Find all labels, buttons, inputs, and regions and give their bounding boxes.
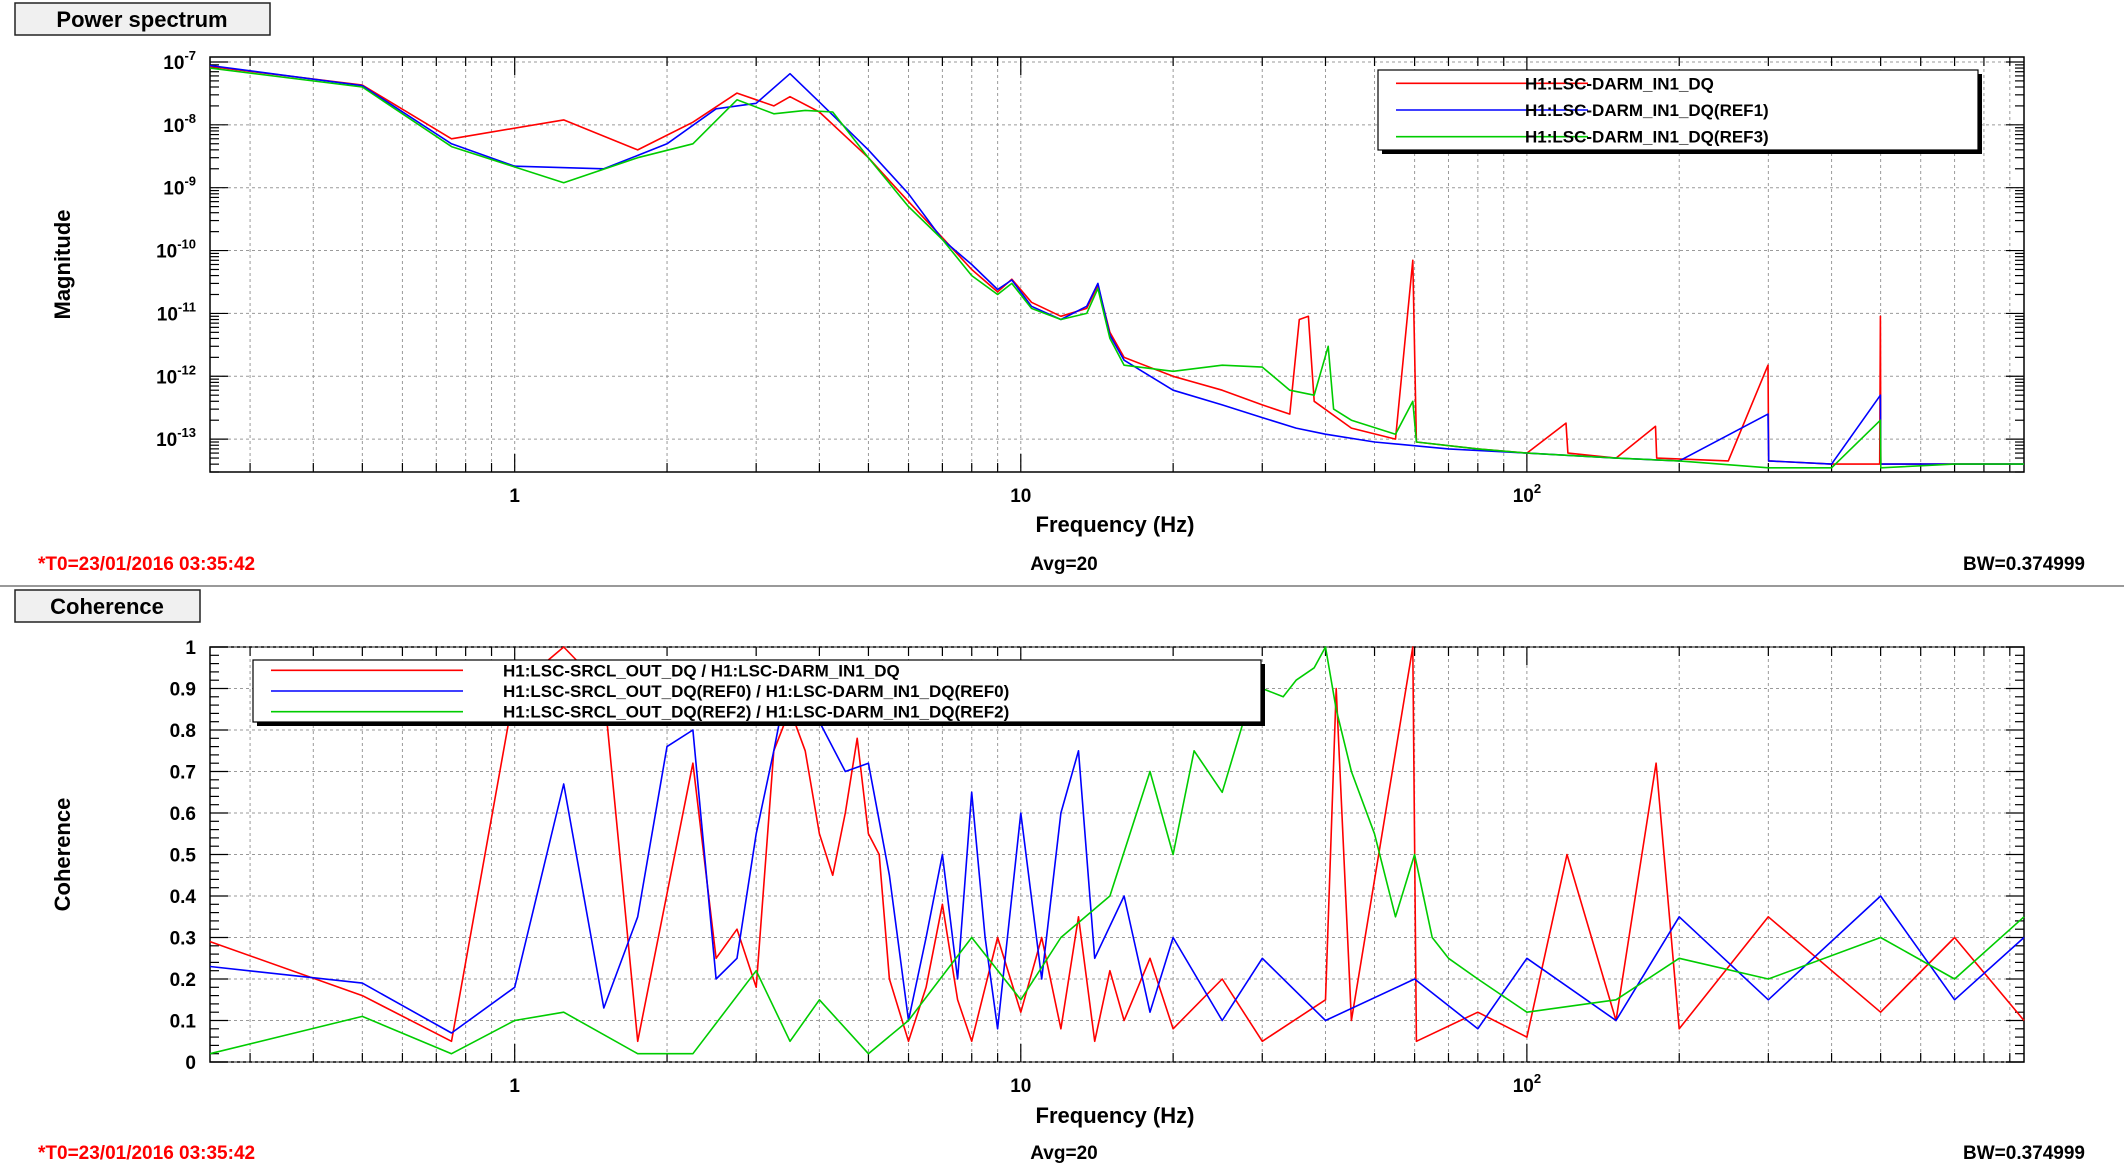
legend: H1:LSC-DARM_IN1_DQ H1:LSC-DARM_IN1_DQ(REF… xyxy=(1377,69,1982,154)
y-tick-label: 0.9 xyxy=(170,680,196,701)
tab-coherence[interactable] xyxy=(14,589,201,623)
tab-coherence-label: Coherence xyxy=(50,594,164,619)
x-tick-label: 102 xyxy=(1513,1071,1541,1097)
bandwidth: BW=0.374999 xyxy=(1963,554,2085,575)
y-axis-title: Magnitude xyxy=(50,210,75,320)
y-tick-label: 0.4 xyxy=(170,887,197,908)
x-tick-label: 1 xyxy=(509,486,520,507)
y-tick-label: 0.8 xyxy=(170,721,196,742)
x-tick-label: 10 xyxy=(1010,1076,1031,1097)
x-axis-title: Frequency (Hz) xyxy=(1036,512,1195,537)
t0-timestamp: *T0=23/01/2016 03:35:42 xyxy=(38,554,255,575)
y-tick-label: 10-12 xyxy=(156,362,196,388)
legend-entry: H1:LSC-DARM_IN1_DQ(REF3) xyxy=(1525,128,1769,147)
y-tick-label: 10-9 xyxy=(163,174,196,200)
series-line-blue xyxy=(209,666,2025,1034)
y-tick-label: 1 xyxy=(185,638,196,659)
tab-power-spectrum[interactable] xyxy=(14,2,271,36)
legend-entry: H1:LSC-DARM_IN1_DQ(REF1) xyxy=(1525,101,1769,120)
legend: H1:LSC-SRCL_OUT_DQ / H1:LSC-DARM_IN1_DQ H… xyxy=(252,659,1265,726)
y-tick-label: 0.2 xyxy=(170,970,196,991)
grid-lines xyxy=(210,57,2024,472)
legend-entry: H1:LSC-SRCL_OUT_DQ / H1:LSC-DARM_IN1_DQ xyxy=(503,661,900,680)
series-line-green xyxy=(209,67,2024,469)
y-tick-label: 0.3 xyxy=(170,929,196,950)
axis-ticks xyxy=(210,646,2024,1063)
y-tick-label: 10-10 xyxy=(156,237,196,263)
legend-entry: H1:LSC-SRCL_OUT_DQ(REF2) / H1:LSC-DARM_I… xyxy=(503,703,1009,722)
x-tick-label: 102 xyxy=(1513,481,1541,507)
t0-timestamp: *T0=23/01/2016 03:35:42 xyxy=(38,1143,255,1164)
tab-power-spectrum-label: Power spectrum xyxy=(56,7,227,32)
bandwidth: BW=0.374999 xyxy=(1963,1143,2085,1164)
y-tick-label: 0 xyxy=(185,1053,196,1074)
legend-entry: H1:LSC-SRCL_OUT_DQ(REF0) / H1:LSC-DARM_I… xyxy=(503,682,1009,701)
x-tick-label: 1 xyxy=(509,1076,520,1097)
coherence-plot: 1 10 102 0 0.1 0.2 0.3 0.4 0.5 0.6 0.7 0.8 0.9 1 Frequ… xyxy=(50,638,2025,1128)
power-spectrum-panel: Power spectrum 1 10 102 10-7 10-8 10-9 10-10 10… xyxy=(14,2,2085,575)
axis-ticks xyxy=(210,57,2024,473)
series-line-red xyxy=(209,646,2025,1043)
x-axis-title: Frequency (Hz) xyxy=(1036,1103,1195,1128)
y-tick-label: 0.6 xyxy=(170,804,196,825)
y-tick-label: 10-7 xyxy=(163,48,196,74)
y-axis-title: Coherence xyxy=(50,798,75,912)
y-tick-label: 10-13 xyxy=(156,425,196,451)
x-tick-label: 10 xyxy=(1010,486,1031,507)
y-tick-label: 0.1 xyxy=(170,1012,197,1033)
y-tick-label: 0.7 xyxy=(170,763,196,784)
coherence-panel: Coherence 1 10 102 0 0.1 0.2 0.3 0.4 0.5 0.6 0.7 0.… xyxy=(14,589,2085,1164)
y-tick-label: 0.5 xyxy=(170,846,197,867)
power-spectrum-plot: 1 10 102 10-7 10-8 10-9 10-10 10-11 10-12 10-13 Fr… xyxy=(50,48,2025,537)
y-tick-label: 10-11 xyxy=(157,299,196,325)
legend-entry: H1:LSC-DARM_IN1_DQ xyxy=(1525,74,1714,93)
series-line-red xyxy=(209,65,2024,465)
avg-count: Avg=20 xyxy=(1030,1143,1097,1164)
y-tick-label: 10-8 xyxy=(163,111,196,137)
avg-count: Avg=20 xyxy=(1030,554,1097,575)
